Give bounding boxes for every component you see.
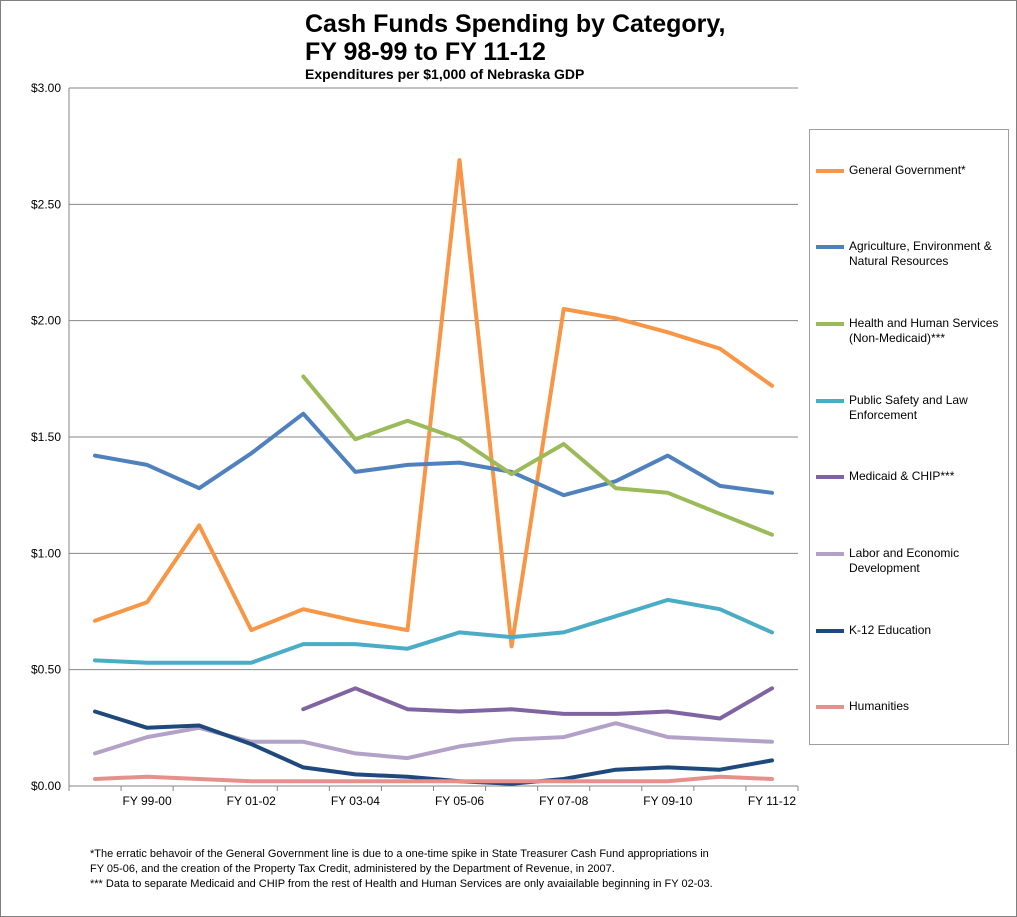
y-tick-label: $1.50 [31, 430, 61, 444]
legend-label: Agriculture, Environment & Natural Resou… [849, 239, 992, 268]
legend-label: Health and Human Services (Non-Medicaid)… [849, 316, 999, 345]
y-tick-label: $0.50 [31, 663, 61, 677]
legend-swatch [816, 629, 844, 633]
x-tick-label: FY 03-04 [331, 794, 380, 808]
chart-title-line-1: Cash Funds Spending by Category, [305, 10, 726, 38]
series-line-public-safety-and-law-enforcement [93, 597, 774, 665]
x-tick-label: FY 07-08 [539, 794, 588, 808]
y-tick-label: $1.00 [31, 546, 61, 560]
y-tick-label: $2.50 [31, 197, 61, 211]
y-tick-label: $3.00 [31, 81, 61, 95]
legend-label: General Government* [849, 163, 966, 177]
series-line-medicaid-chip [301, 686, 774, 721]
legend-swatch [816, 245, 844, 249]
chart-subtitle: Expenditures per $1,000 of Nebraska GDP [305, 66, 585, 82]
footnote-line-3: *** Data to separate Medicaid and CHIP f… [90, 878, 713, 890]
chart-title: Cash Funds Spending by Category, FY 98-9… [305, 10, 725, 66]
series-line-labor-and-economic-development [93, 721, 774, 761]
x-tick-label: FY 09-10 [643, 794, 692, 808]
legend-swatch [816, 322, 844, 326]
y-tick-label: $2.00 [31, 314, 61, 328]
footnotes: *The erratic behavoir of the General Gov… [90, 847, 790, 892]
legend-label: Public Safety and Law Enforcement [849, 393, 968, 422]
legend-swatch [816, 552, 844, 556]
x-tick-label: FY 05-06 [435, 794, 484, 808]
series-line-health-and-human-services-non-medicaid [301, 374, 774, 537]
legend-label: Labor and Economic Development [849, 546, 960, 575]
chart-legend: General Government* Agriculture, Environm… [809, 129, 1009, 745]
legend-swatch [816, 169, 844, 173]
x-tick-label: FY 01-02 [227, 794, 276, 808]
legend-label: K-12 Education [849, 623, 932, 637]
x-tick-label: FY 11-12 [748, 794, 797, 808]
x-tick-label: FY 99-00 [123, 794, 172, 808]
legend-swatch [816, 705, 844, 709]
legend-label: Medicaid & CHIP*** [849, 469, 955, 483]
series-line-k-12-education [93, 709, 774, 786]
series-line-general-government [93, 158, 774, 649]
series-line-humanities [93, 774, 774, 784]
legend-swatch [816, 399, 844, 403]
footnote-line-2: FY 05-06, and the creation of the Proper… [90, 863, 615, 875]
footnote-line-1: *The erratic behavoir of the General Gov… [90, 848, 709, 860]
chart-title-line-2: FY 98-99 to FY 11-12 [305, 38, 546, 66]
y-tick-label: $0.00 [31, 779, 61, 793]
series-line-agriculture-environment-natural-resources [93, 411, 774, 498]
legend-swatch [816, 475, 844, 479]
legend-label: Humanities [849, 699, 910, 713]
